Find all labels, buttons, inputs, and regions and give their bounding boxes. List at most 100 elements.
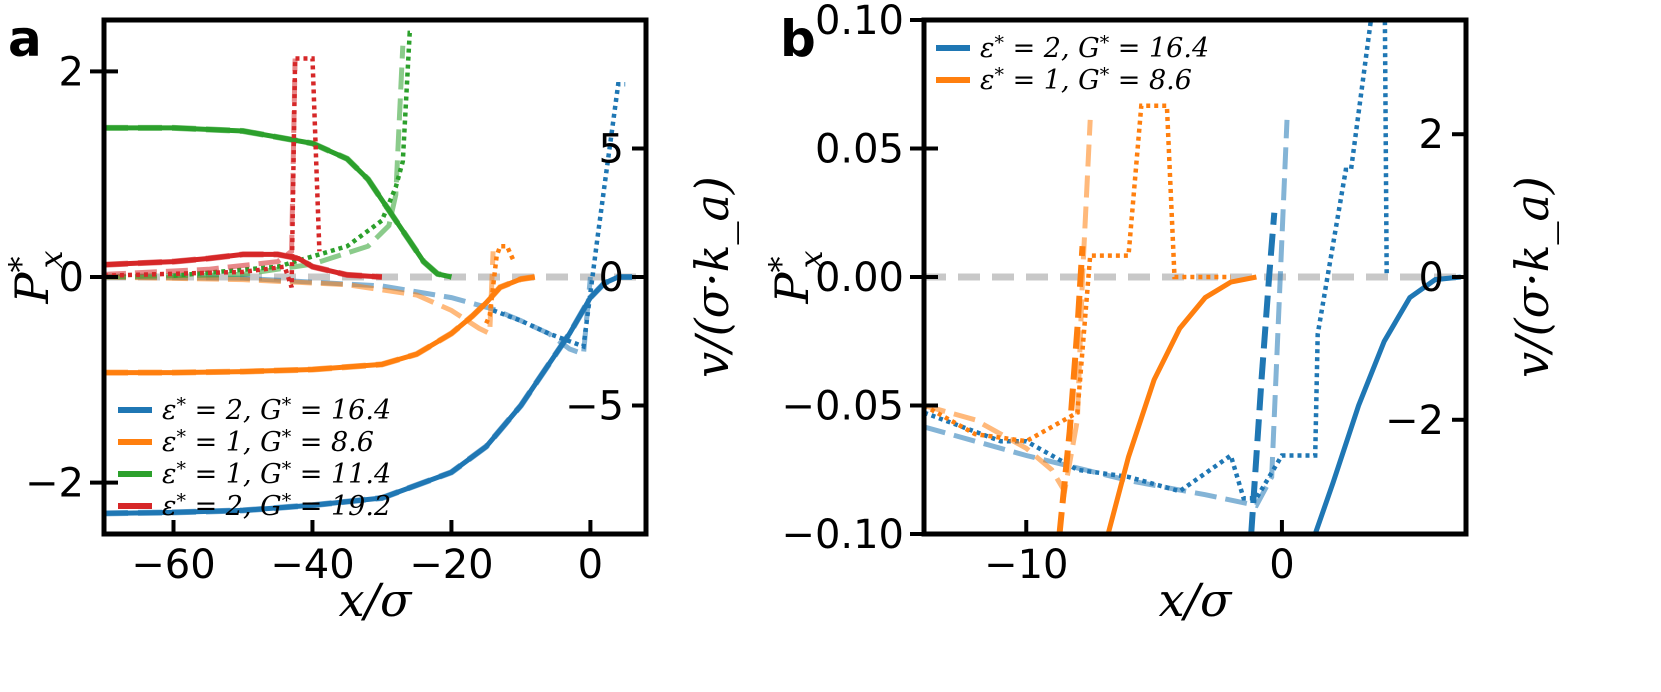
y-tick-label: 0.10	[815, 0, 904, 44]
legend-eps-value: = 2,	[186, 395, 260, 426]
legend-label: ε* = 2, G* = 16.4	[162, 394, 391, 426]
y-right-axis-label: v/(σ·k_a)	[685, 176, 739, 378]
legend-star: *	[995, 32, 1005, 54]
series-2	[104, 30, 453, 280]
series-1	[104, 243, 536, 376]
legend-eps-value: = 2,	[186, 491, 260, 522]
legend-g-value: = 16.4	[1109, 33, 1209, 64]
panel-b: −10 0 −0.10 −0.05 0.00 0.05 0.10 −2 0 2 x/σ P*x v/(σ…	[762, 0, 1559, 627]
polarization-solid-line	[1105, 274, 1257, 534]
x-tick-label: 0	[1269, 542, 1294, 588]
y-right-axis-label: v/(σ·k_a)	[1505, 176, 1559, 378]
legend-g: G	[260, 427, 282, 458]
legend-g: G	[260, 459, 282, 490]
legend-star: *	[282, 394, 292, 416]
x-axis-label: x/σ	[339, 573, 413, 627]
legend: ε* = 2, G* = 16.4ε* = 1, G* = 8.6	[936, 32, 1209, 96]
legend-g: G	[1078, 65, 1100, 96]
y-tick-label: −2	[25, 461, 84, 507]
legend-label: ε* = 2, G* = 19.2	[162, 490, 391, 522]
y-axis-label: P*x	[2, 251, 70, 305]
x-axis-label: x/σ	[1159, 573, 1233, 627]
y-tick-label: 0	[59, 255, 84, 301]
y-axis-label-sub: x	[792, 251, 830, 269]
polarization-solid-line	[104, 251, 383, 280]
panel-label: b	[780, 10, 816, 68]
y-right-tick-label: −2	[1385, 398, 1444, 444]
polarization-solid-line	[104, 125, 452, 280]
series-0	[104, 82, 633, 517]
velocity-dotted-line	[924, 103, 1231, 444]
velocity-dotted-line	[484, 243, 517, 325]
legend-label: ε* = 1, G* = 11.4	[162, 458, 391, 490]
x-tick-label: −20	[409, 542, 493, 588]
legend-g-value: = 8.6	[291, 427, 374, 458]
velocity-dotted-line	[104, 56, 322, 289]
legend-label: ε* = 2, G* = 16.4	[980, 32, 1209, 64]
y-tick-label: 0.00	[815, 255, 904, 301]
series-1	[924, 103, 1257, 534]
legend-star: *	[177, 426, 187, 448]
polarization-solid-line	[104, 274, 633, 516]
y-right-tick-label: 0	[599, 255, 624, 301]
polarization-dashed-line	[1056, 246, 1086, 534]
legend-g-value: = 16.4	[291, 395, 391, 426]
legend-star: *	[177, 394, 187, 416]
legend-g: G	[260, 395, 282, 426]
legend-eps: ε	[162, 459, 177, 490]
velocity-dashed-line	[104, 45, 406, 280]
series-3	[104, 56, 383, 289]
legend-eps-value: = 2,	[1004, 33, 1078, 64]
plot-area	[104, 30, 646, 517]
legend-label: ε* = 1, G* = 8.6	[162, 426, 374, 458]
legend-eps: ε	[980, 33, 995, 64]
velocity-dashed-line	[104, 274, 593, 358]
legend-eps: ε	[162, 491, 177, 522]
y-right-tick-label: 0	[1419, 255, 1444, 301]
legend: ε* = 2, G* = 16.4ε* = 1, G* = 8.6ε* = 1,…	[118, 394, 391, 522]
legend-star: *	[995, 64, 1005, 86]
legend-star: *	[177, 458, 187, 480]
polarization-solid-line	[104, 274, 536, 376]
polarization-solid-line	[1312, 274, 1462, 534]
velocity-dashed-line	[924, 119, 1093, 499]
velocity-dotted-line	[492, 82, 626, 350]
velocity-dotted-line	[924, 20, 1389, 501]
y-tick-label: −0.05	[781, 384, 904, 430]
velocity-dashed-line	[104, 251, 496, 338]
y-axis-label-sub: x	[32, 251, 70, 269]
legend-eps: ε	[980, 65, 995, 96]
legend-eps-value: = 1,	[186, 427, 260, 458]
legend-star: *	[282, 490, 292, 512]
y-axis-label-sup: *	[762, 257, 800, 273]
legend-star: *	[1100, 32, 1110, 54]
y-tick-label: 0.05	[815, 127, 904, 173]
panel-label: a	[8, 10, 42, 68]
y-right-tick-label: 5	[599, 127, 624, 173]
legend-g: G	[1078, 33, 1100, 64]
legend-star: *	[282, 426, 292, 448]
y-tick-label: −0.10	[781, 512, 904, 558]
polarization-dashed-line	[1248, 212, 1278, 534]
velocity-dashed-line	[104, 58, 298, 277]
series-0	[924, 20, 1462, 534]
legend-g-value: = 8.6	[1109, 65, 1192, 96]
y-axis-label-sup: *	[2, 257, 40, 273]
legend-label: ε* = 1, G* = 8.6	[980, 64, 1192, 96]
legend-eps: ε	[162, 395, 177, 426]
legend-star: *	[1100, 64, 1110, 86]
legend-star: *	[177, 490, 187, 512]
legend-g-value: = 19.2	[291, 491, 391, 522]
x-tick-label: −40	[270, 542, 354, 588]
plot-area	[924, 20, 1466, 534]
x-tick-label: −10	[984, 542, 1068, 588]
legend-g-value: = 11.4	[291, 459, 391, 490]
y-right-tick-label: 2	[1419, 112, 1444, 158]
y-right-tick-label: −5	[565, 384, 624, 430]
legend-eps: ε	[162, 427, 177, 458]
y-tick-label: 2	[59, 49, 84, 95]
legend-star: *	[282, 458, 292, 480]
legend-g: G	[260, 491, 282, 522]
